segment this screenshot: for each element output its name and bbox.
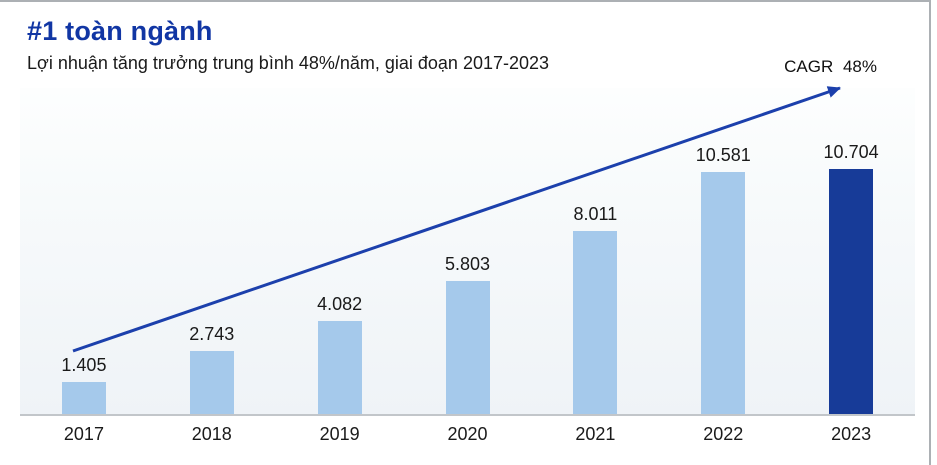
bar-column: 2.743 (148, 324, 276, 414)
x-axis-label: 2021 (575, 424, 616, 444)
bar (61, 382, 106, 414)
x-axis-label: 2023 (831, 424, 872, 444)
x-axis-label: 2017 (63, 424, 104, 444)
bar (189, 351, 234, 414)
bar (573, 231, 618, 414)
bar (445, 281, 490, 414)
x-axis-row: 2017 2018 2019 2020 2021 2022 2023 (20, 424, 915, 445)
slide-top-border (0, 0, 931, 2)
bars-row: 1.405 2.743 4.082 5.803 8.011 10.581 10.704 (20, 88, 915, 414)
bar-value-label: 5.803 (444, 254, 491, 274)
bar-value-label: 10.581 (695, 145, 751, 165)
bar-column: 5.803 (404, 254, 532, 414)
cagr-label: CAGR 48% (784, 57, 877, 76)
page-title: #1 toàn ngành (27, 16, 213, 46)
bar-column: 10.581 (659, 145, 787, 414)
bar-column: 1.405 (20, 355, 148, 414)
x-axis-label: 2018 (191, 424, 232, 444)
slide-right-border (929, 0, 931, 465)
chart-panel: 1.405 2.743 4.082 5.803 8.011 10.581 10.704 (20, 88, 915, 416)
bar-value-label: 10.704 (823, 142, 879, 162)
bar-value-label: 8.011 (573, 204, 618, 224)
bar-value-label: 1.405 (61, 355, 107, 375)
bar-value-label: 2.743 (189, 324, 235, 344)
bar-column: 4.082 (276, 294, 404, 414)
bar-column: 10.704 (787, 142, 915, 414)
bar (829, 169, 874, 414)
x-axis-label: 2019 (319, 424, 360, 444)
x-axis-label: 2022 (703, 424, 744, 444)
bar (317, 321, 362, 414)
bar-column: 8.011 (531, 204, 659, 414)
bar (701, 172, 746, 414)
x-axis-label: 2020 (447, 424, 488, 444)
page-subtitle: Lợi nhuận tăng trưởng trung bình 48%/năm… (27, 53, 550, 73)
bar-value-label: 4.082 (317, 294, 363, 314)
